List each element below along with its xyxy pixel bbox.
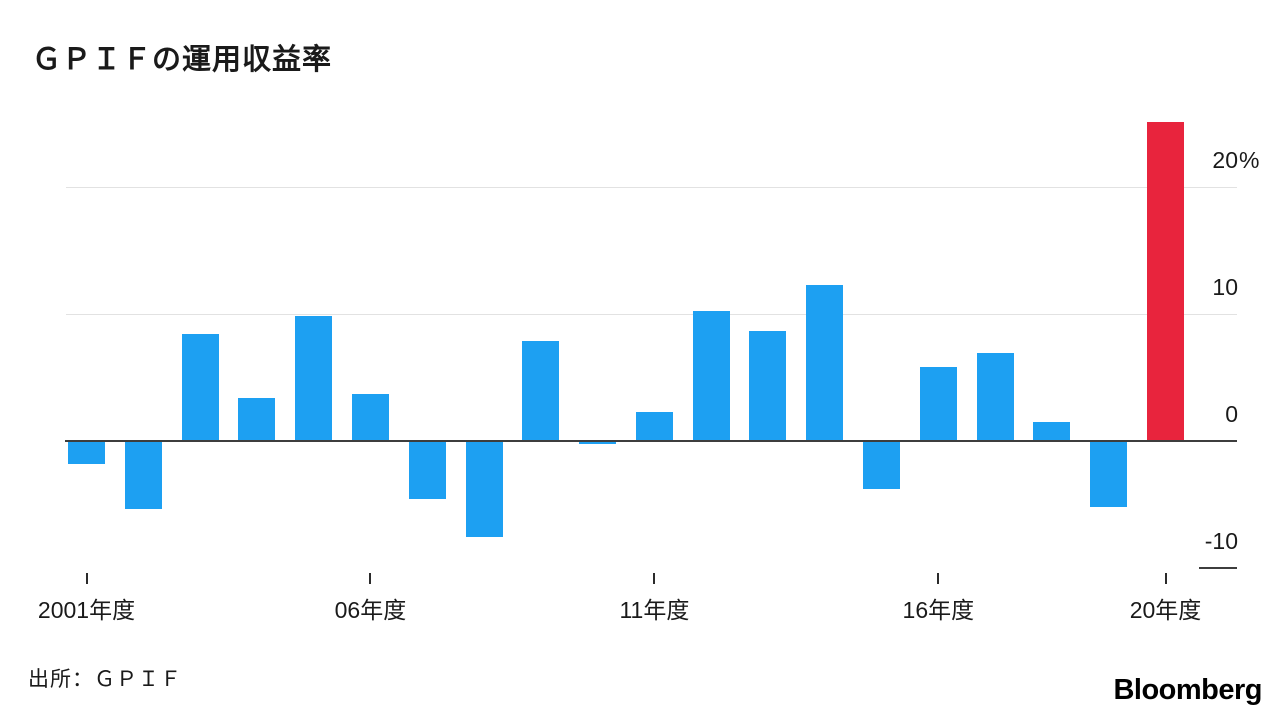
bar-2009: [522, 340, 560, 441]
bar-2001: [68, 441, 105, 464]
bar-2003: [181, 334, 219, 441]
x-axis-label-2006: 06年度: [334, 597, 407, 623]
chart-title: ＧＰＩＦの運用収益率: [32, 44, 333, 76]
x-axis-label-2011: 11年度: [619, 597, 690, 623]
x-axis-tick-2006: [369, 573, 372, 584]
bar-2005: [295, 315, 333, 441]
bloomberg-logo: Bloomberg: [1113, 674, 1262, 706]
bar-2019: [1090, 441, 1128, 508]
x-axis-label-2016: 16年度: [902, 597, 975, 623]
x-axis-tick-2011: [653, 573, 656, 584]
bar-2016: [919, 366, 957, 441]
bar-2013: [749, 331, 787, 441]
x-axis-label-2020: 20年度: [1129, 597, 1202, 623]
bar-2010: [579, 441, 617, 445]
bar-2004: [238, 397, 276, 441]
bar-2008: [465, 441, 503, 538]
axis-dash--10: [1199, 567, 1237, 569]
x-axis-tick-2020: [1164, 573, 1167, 584]
x-axis-tick-2001: [85, 573, 88, 584]
bar-2015: [863, 441, 901, 490]
bar-2006: [351, 394, 389, 441]
source-note: 出所：ＧＰＩＦ: [28, 668, 182, 691]
gridline-20: [66, 187, 1237, 188]
bar-2011: [635, 411, 673, 441]
zero-baseline: [65, 440, 1237, 442]
bar-2007: [408, 441, 446, 500]
x-axis-label-2001: 2001年度: [37, 597, 136, 623]
x-axis-tick-2016: [937, 573, 940, 584]
gridline-10: [66, 314, 1237, 315]
bar-2012: [692, 311, 730, 441]
bar-2002: [124, 441, 162, 510]
bar-2014: [806, 285, 844, 441]
bar-2020-highlight: [1147, 121, 1184, 441]
bar-2017: [976, 353, 1014, 441]
bar-2018: [1033, 421, 1071, 441]
